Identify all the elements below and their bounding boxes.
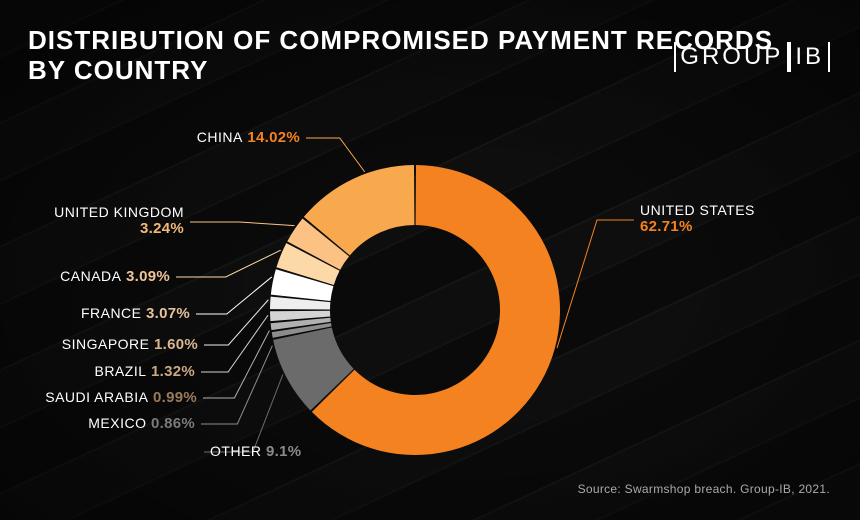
segment-label: SAUDI ARABIA 0.99% (45, 389, 197, 407)
segment-pct: 0.99% (153, 389, 197, 406)
leader-line (204, 374, 283, 452)
segment-label: CHINA 14.02% (197, 129, 300, 147)
leader-line (557, 220, 634, 348)
leader-line (176, 250, 281, 277)
segment-country: SINGAPORE (62, 336, 150, 352)
source-text: Source: Swarmshop breach. Group-IB, 2021… (578, 482, 830, 496)
segment-pct: 62.71% (640, 218, 755, 235)
segment-country: MEXICO (88, 415, 146, 431)
leader-line (190, 222, 295, 226)
leader-line (306, 138, 365, 172)
leader-line (201, 346, 272, 424)
segment-country: CHINA (197, 129, 243, 145)
segment-pct: 3.07% (146, 305, 190, 322)
segment-label: OTHER 9.1% (210, 443, 301, 461)
leader-line (201, 315, 268, 372)
segment-country: UNITED KINGDOM (54, 204, 184, 220)
segment-label: MEXICO 0.86% (88, 415, 195, 433)
segment-label: UNITED STATES62.71% (640, 202, 755, 235)
segment-pct: 1.32% (151, 363, 195, 380)
segment-country: SAUDI ARABIA (45, 389, 148, 405)
leader-line (203, 330, 269, 398)
donut-svg (0, 0, 860, 520)
segment-pct: 1.60% (154, 336, 198, 353)
segment-pct: 0.86% (151, 415, 195, 432)
segment-country: BRAZIL (94, 363, 146, 379)
segment-label: FRANCE 3.07% (81, 305, 190, 323)
segment-country: UNITED STATES (640, 202, 755, 218)
segment-country: CANADA (60, 268, 121, 284)
segment-pct: 3.09% (126, 268, 170, 285)
segment-pct: 9.1% (266, 443, 301, 460)
segment-label: UNITED KINGDOM3.24% (54, 204, 184, 237)
segment-country: OTHER (210, 443, 262, 459)
segment-country: FRANCE (81, 305, 142, 321)
segment-pct: 3.24% (54, 220, 184, 237)
segment-pct: 14.02% (247, 129, 300, 146)
donut-chart: UNITED STATES62.71% OTHER 9.1% MEXICO 0.86… (0, 0, 860, 520)
segment-label: BRAZIL 1.32% (94, 363, 195, 381)
segment-label: CANADA 3.09% (60, 268, 170, 286)
segment-label: SINGAPORE 1.60% (62, 336, 198, 354)
